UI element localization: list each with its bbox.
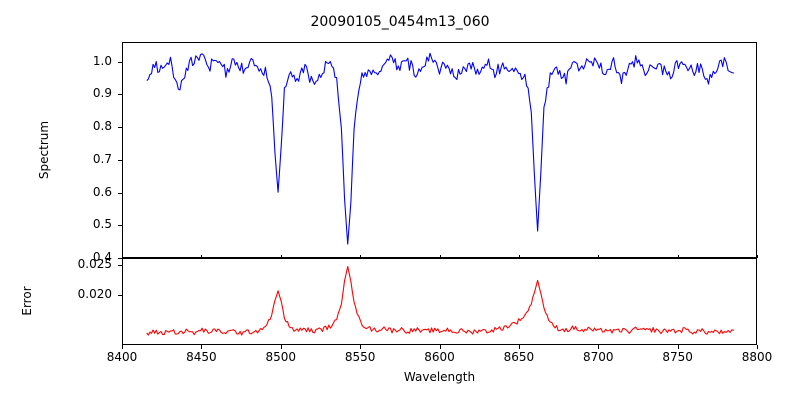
spectrum-y-tick-mark [118, 258, 122, 259]
error-plot-area [122, 258, 757, 345]
spectrum-y-tick-label: 0.4 [92, 250, 112, 264]
spectrum-y-tick-label: 0.8 [92, 119, 112, 134]
spectrum-y-tick-mark [118, 159, 122, 161]
spectrum-y-tick-label: 1.0 [92, 53, 112, 68]
x-tick-mark [280, 345, 282, 349]
x-tick-mark-upper [598, 255, 600, 258]
x-tick-mark [598, 345, 600, 349]
spectrum-y-tick-label: 0.9 [92, 86, 112, 101]
spectrum-y-tick-label: 0.6 [92, 184, 112, 199]
x-tick-label: 8600 [424, 350, 455, 364]
x-tick-label: 8550 [344, 350, 376, 364]
x-tick-mark-upper [757, 255, 758, 258]
error-y-tick-label: 0.020 [77, 286, 112, 301]
x-tick-label: 8400 [106, 350, 138, 364]
x-tick-mark-upper [280, 255, 282, 258]
x-tick-label: 8650 [503, 350, 535, 364]
x-tick-mark-upper [360, 255, 362, 258]
spectrum-plot-area [122, 42, 757, 258]
x-tick-label: 8700 [583, 350, 614, 364]
x-tick-mark [677, 345, 679, 349]
x-tick-mark-upper [439, 255, 441, 258]
x-tick-mark [518, 345, 520, 349]
spectrum-y-tick-mark [118, 225, 122, 227]
error-curve [146, 265, 735, 336]
spectrum-axis-label: Spectrum [37, 120, 51, 180]
spectrum-y-tick-label: 0.5 [92, 217, 112, 232]
x-tick-label: 8800 [741, 350, 773, 364]
error-axis-label: Error [20, 286, 34, 316]
x-tick-label: 8450 [186, 350, 217, 364]
x-tick-mark-upper [201, 255, 203, 258]
error-line-series [146, 265, 735, 336]
spectrum-line-series [146, 52, 734, 245]
spectrum-y-tick-mark [118, 94, 122, 96]
spectrum-y-tick-label: 0.7 [92, 151, 112, 166]
figure-title: 20090105_0454m13_060 [310, 14, 490, 30]
x-tick-label: 8750 [662, 350, 693, 364]
x-tick-mark [360, 345, 362, 349]
error-y-tick-label: 0.025 [77, 257, 112, 272]
x-tick-label: 8500 [265, 350, 297, 364]
spectrum-curve [146, 52, 734, 245]
x-axis-label: Wavelength [403, 370, 476, 384]
spectrum-y-tick-mark [118, 61, 122, 63]
error-y-tick-mark [118, 294, 122, 296]
x-tick-mark-upper [122, 255, 123, 258]
x-tick-mark-upper [677, 255, 679, 258]
spectrum-y-tick-mark [118, 127, 122, 129]
x-tick-mark [122, 345, 123, 349]
x-tick-mark-upper [518, 255, 520, 258]
x-tick-mark [201, 345, 203, 349]
x-tick-mark [757, 345, 758, 349]
x-tick-mark [439, 345, 441, 349]
error-y-tick-mark [118, 265, 122, 267]
spectrum-y-tick-mark [118, 192, 122, 194]
